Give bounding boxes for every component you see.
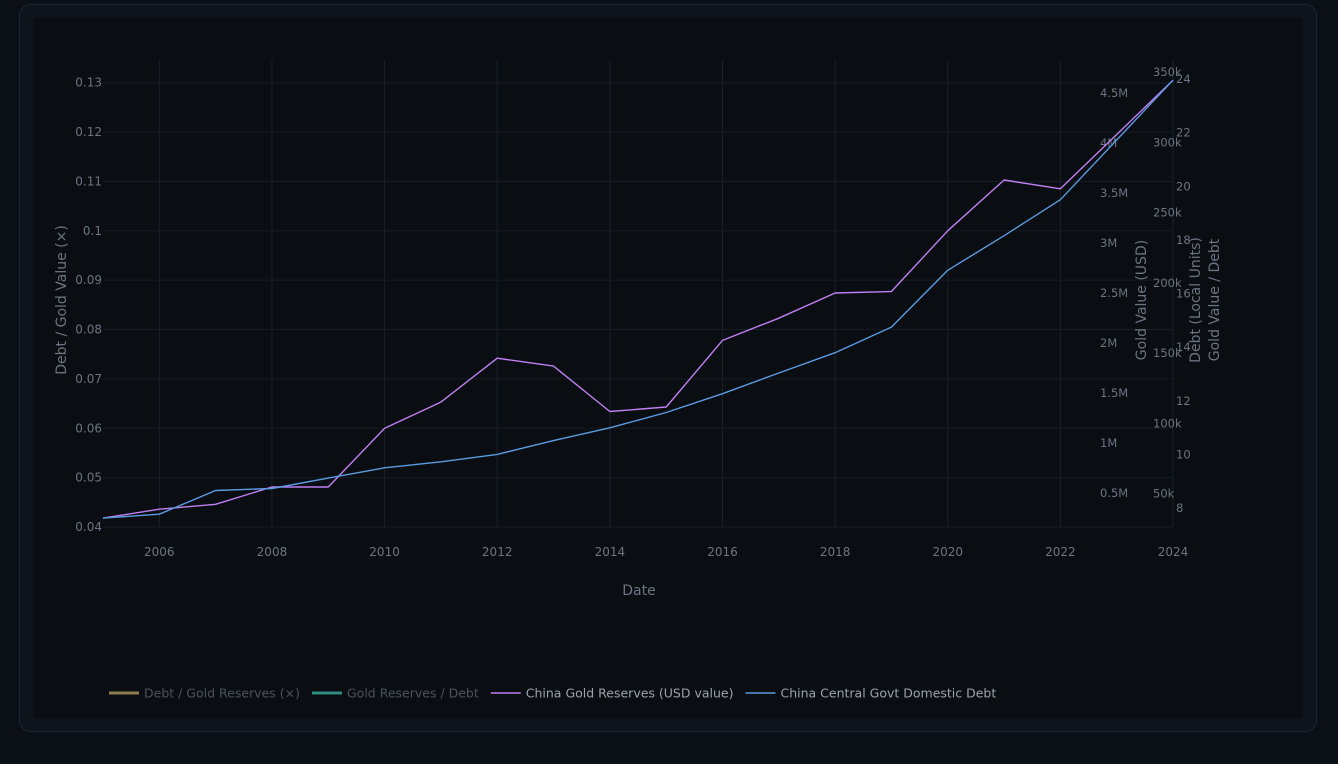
y-left-tick-label: 0.07 [75,372,102,386]
x-tick-label: 2022 [1045,545,1076,559]
y-gold-tick-label: 3.5M [1100,186,1128,200]
y-debt-tick-label: 200k [1153,276,1182,290]
y-gold-tick-label: 4.5M [1100,86,1128,100]
y-ratio-tick-label: 18 [1176,233,1191,247]
y-axis-gold-title: Gold Value (USD) [1134,240,1150,360]
y-gold-tick-label: 1M [1100,436,1117,450]
x-tick-label: 2008 [257,545,288,559]
x-tick-label: 2016 [707,545,738,559]
y-debt-tick-label: 50k [1153,487,1175,501]
series-line [102,79,1174,519]
y-left-tick-label: 0.13 [75,76,102,90]
y-gold-tick-label: 0.5M [1100,486,1128,500]
y-axis-left-title: Debt / Gold Value (×) [54,225,70,375]
series-lines [102,79,1174,519]
y-left-tick-label: 0.06 [75,421,102,435]
legend-item[interactable]: Debt / Gold Reserves (×) [109,686,300,701]
x-tick-label: 2006 [144,545,175,559]
x-axis-ticks: 2006 2008 2010 2012 2014 2016 2018 2020 2022 2024 [144,545,1188,559]
y-gold-tick-label: 2M [1100,336,1117,350]
legend-item[interactable]: Gold Reserves / Debt [311,686,479,701]
y-left-tick-label: 0.11 [75,174,102,188]
legend-item[interactable]: China Gold Reserves (USD value) [490,686,734,701]
x-axis-title: Date [622,583,655,599]
y-axis-ratio-title: Gold Value / Debt [1207,238,1223,361]
y-axis-ratio-ticks: 8 10 12 14 16 18 20 22 24 [1176,72,1191,515]
legend: Debt / Gold Reserves (×) Gold Reserves / … [109,686,996,701]
y-gold-tick-label: 2.5M [1100,286,1128,300]
y-left-tick-label: 0.1 [83,224,102,238]
y-ratio-tick-label: 8 [1176,501,1183,515]
y-left-tick-label: 0.09 [75,273,102,287]
legend-label: China Gold Reserves (USD value) [526,686,734,701]
y-left-tick-label: 0.04 [75,520,102,534]
y-ratio-tick-label: 20 [1176,179,1191,193]
y-debt-tick-label: 100k [1153,416,1182,430]
x-tick-label: 2018 [820,545,851,559]
y-axis-debt-title: Debt (Local Units) [1188,237,1204,363]
series-line [102,79,1174,519]
y-left-tick-label: 0.08 [75,323,102,337]
y-ratio-tick-label: 10 [1176,447,1191,461]
y-gold-tick-label: 1.5M [1100,386,1128,400]
y-debt-tick-label: 350k [1153,65,1182,79]
y-gold-tick-label: 3M [1100,236,1117,250]
gridlines [103,60,1174,528]
y-ratio-tick-label: 22 [1176,126,1191,140]
y-left-tick-label: 0.05 [75,471,102,485]
x-tick-label: 2020 [932,545,963,559]
y-ratio-tick-label: 16 [1176,287,1191,301]
legend-item[interactable]: China Central Govt Domestic Debt [745,686,996,701]
y-ratio-tick-label: 24 [1176,72,1191,86]
y-axis-debt-ticks: 50k 100k 150k 200k 250k 300k 350k [1153,65,1182,501]
legend-label: Debt / Gold Reserves (×) [144,686,300,701]
y-left-tick-label: 0.12 [75,125,102,139]
x-tick-label: 2012 [482,545,513,559]
x-tick-label: 2010 [369,545,400,559]
plot-area [33,18,1303,718]
y-debt-tick-label: 300k [1153,135,1182,149]
y-axis-left-ticks: 0.04 0.05 0.06 0.07 0.08 0.09 0.1 0.11 0.12 0.13 [75,76,102,534]
y-ratio-tick-label: 14 [1176,340,1191,354]
legend-label: Gold Reserves / Debt [347,686,479,701]
x-tick-label: 2024 [1158,545,1189,559]
y-ratio-tick-label: 12 [1176,394,1191,408]
y-debt-tick-label: 250k [1153,206,1182,220]
y-debt-tick-label: 150k [1153,346,1182,360]
x-tick-label: 2014 [595,545,626,559]
legend-label: China Central Govt Domestic Debt [780,686,996,701]
